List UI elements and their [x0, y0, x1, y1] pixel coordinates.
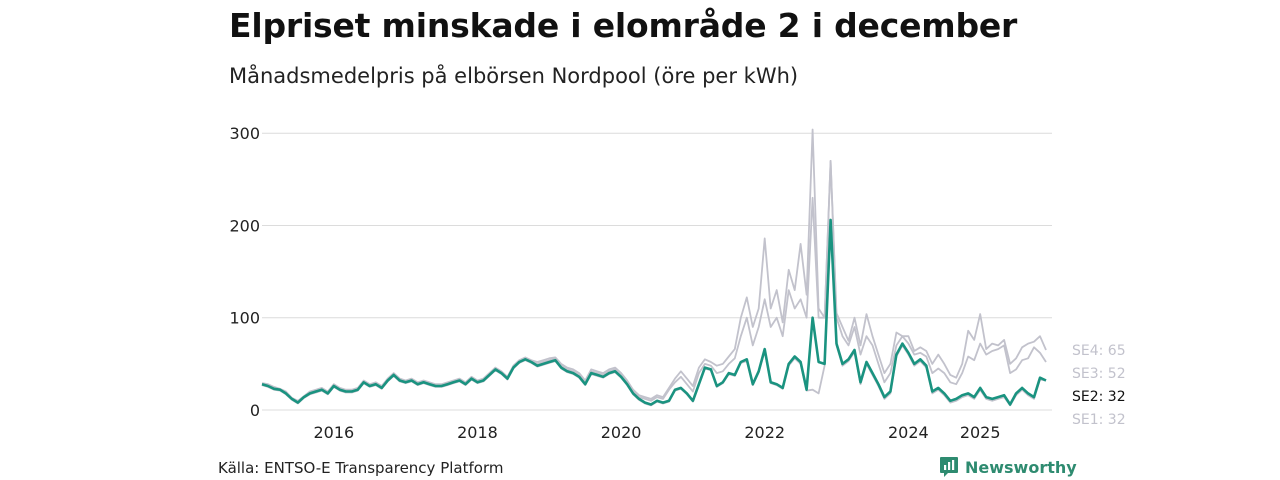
y-tick-label: 300 — [229, 124, 260, 143]
chart-subtitle: Månadsmedelpris på elbörsen Nordpool (ör… — [229, 64, 799, 88]
x-tick-label: 2025 — [960, 423, 1001, 442]
end-label-se3: SE3: 52 — [1072, 366, 1126, 382]
chart-title: Elpriset minskade i elområde 2 i decembe… — [229, 6, 1018, 45]
brand-logo: Newsworthy — [939, 456, 1077, 478]
series-line-se4 — [261, 128, 1047, 402]
y-axis-ticks: 0 100 200 300 — [229, 124, 260, 420]
series-lines — [261, 128, 1047, 407]
x-tick-label: 2016 — [313, 423, 354, 442]
gridlines — [262, 132, 1052, 411]
source-note: Källa: ENTSO-E Transparency Platform — [218, 459, 504, 477]
series-line-se3 — [261, 159, 1047, 403]
end-label-se2: SE2: 32 — [1072, 389, 1126, 405]
x-tick-label: 2022 — [744, 423, 785, 442]
x-tick-label: 2020 — [601, 423, 642, 442]
series-line-se2 — [261, 218, 1047, 406]
x-tick-label: 2024 — [888, 423, 929, 442]
y-tick-label: 200 — [229, 216, 260, 235]
series-end-labels: SE4: 65 SE3: 52 SE2: 32 SE1: 32 — [1072, 343, 1126, 428]
newsworthy-logo-icon — [940, 457, 958, 477]
y-tick-label: 100 — [229, 309, 260, 328]
end-label-se1: SE1: 32 — [1072, 412, 1126, 428]
end-label-se4: SE4: 65 — [1072, 343, 1126, 359]
x-tick-label: 2018 — [457, 423, 498, 442]
x-axis-ticks: 2016 2018 2020 2022 2024 2025 — [313, 423, 1000, 442]
y-tick-label: 0 — [250, 401, 260, 420]
brand-name: Newsworthy — [965, 457, 1077, 477]
